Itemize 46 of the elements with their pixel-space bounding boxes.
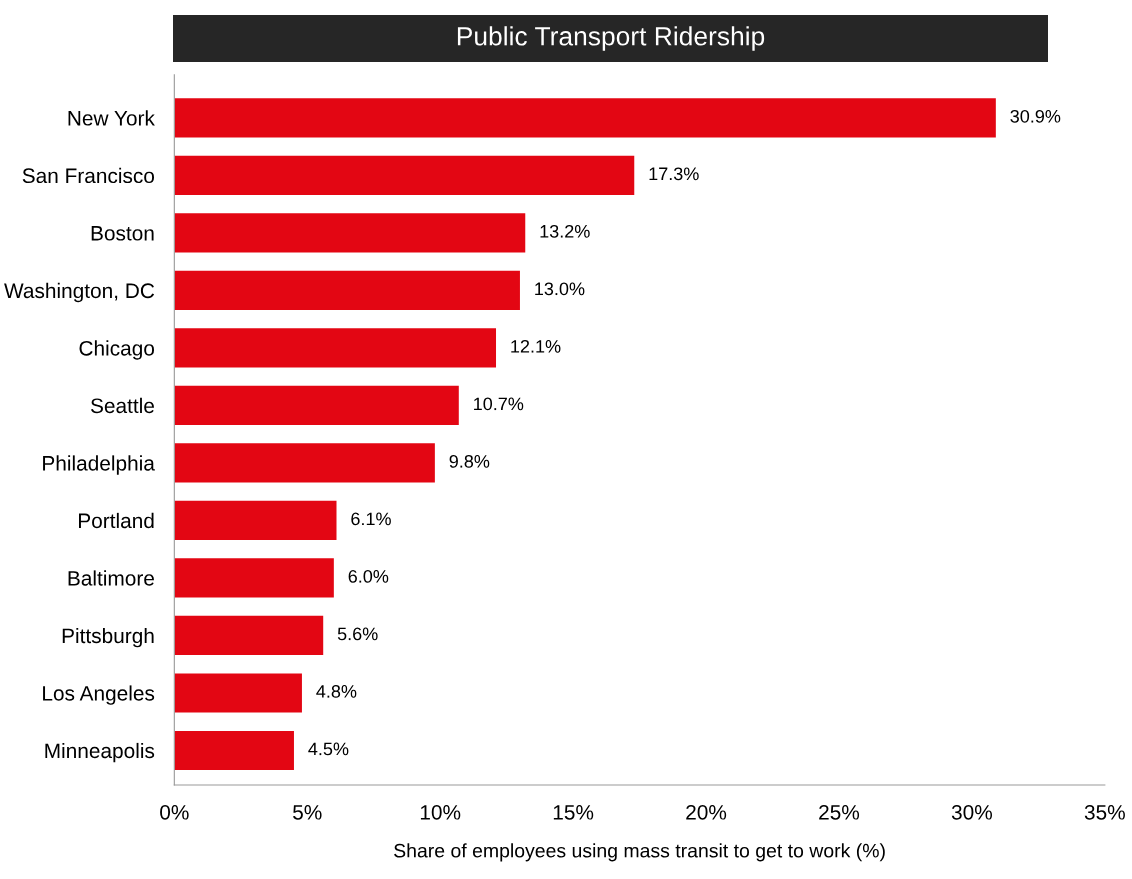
y-tick-label: Los Angeles xyxy=(43,685,155,705)
bar xyxy=(174,500,337,540)
data-label: 4.8% xyxy=(316,684,357,698)
x-tick-label: 35% xyxy=(1084,804,1125,820)
data-label: 6.1% xyxy=(351,512,391,526)
data-label: 9.8% xyxy=(449,454,490,468)
data-label: 13.2% xyxy=(540,224,590,238)
data-label: 6.0% xyxy=(348,569,389,583)
y-tick-label: New York xyxy=(68,110,155,126)
data-label: 10.7% xyxy=(474,397,524,411)
bar xyxy=(174,385,459,425)
x-tick-label: 5% xyxy=(293,805,322,820)
y-tick-label: Baltimore xyxy=(68,570,154,586)
data-label: 5.6% xyxy=(337,627,378,641)
y-tick-label: Pittsburgh xyxy=(62,627,154,648)
bar xyxy=(174,558,334,598)
x-tick-label: 10% xyxy=(420,804,461,820)
data-label: 13.0% xyxy=(535,282,585,296)
x-tick-label: 25% xyxy=(819,804,860,820)
data-label: 4.5% xyxy=(308,742,349,756)
y-tick-label: Boston xyxy=(91,226,154,241)
x-tick-label: 20% xyxy=(686,804,727,820)
bar xyxy=(174,328,497,368)
x-tick-label: 15% xyxy=(553,805,594,820)
bar xyxy=(174,270,520,310)
y-tick-label: Seattle xyxy=(90,397,154,414)
chart-title: Public Transport Ridership xyxy=(457,26,765,51)
y-tick-label: Portland xyxy=(79,512,154,529)
x-tick-label: 0% xyxy=(160,804,189,820)
x-tick-label: 30% xyxy=(951,804,993,820)
y-tick-label: San Francisco xyxy=(22,167,155,184)
y-tick-label: Philadelphia xyxy=(43,455,155,475)
data-label: 17.3% xyxy=(649,167,699,181)
bar xyxy=(174,443,435,483)
bar xyxy=(174,213,526,253)
bar xyxy=(174,615,324,655)
bar xyxy=(174,155,635,195)
y-tick-label: Washington, DC xyxy=(4,282,155,303)
bar xyxy=(174,730,294,770)
bar xyxy=(174,673,302,713)
x-axis-title: Share of employees using mass transit to get to work (%) xyxy=(394,843,885,862)
data-label: 30.9% xyxy=(1010,109,1061,123)
data-label: 12.1% xyxy=(511,339,561,353)
y-tick-label: Chicago xyxy=(79,340,155,360)
bar xyxy=(174,98,996,138)
y-tick-label: Minneapolis xyxy=(45,742,155,763)
